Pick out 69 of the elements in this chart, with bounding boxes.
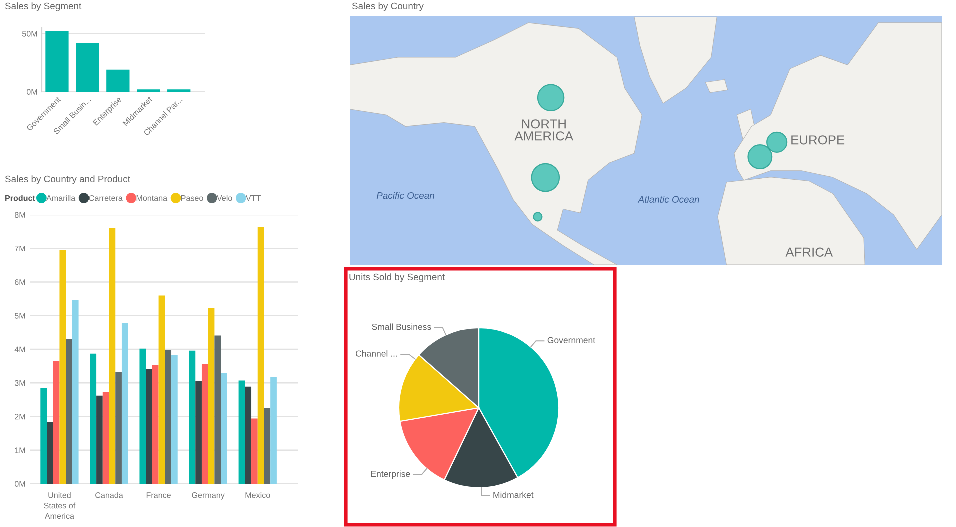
x-tick-label: Mexico xyxy=(246,492,270,498)
bar xyxy=(102,392,110,484)
bar xyxy=(76,43,100,92)
text: NORTH AMERICA xyxy=(514,120,574,141)
bar xyxy=(214,336,222,484)
bar xyxy=(116,372,122,484)
bar xyxy=(258,227,264,484)
bar xyxy=(221,373,228,484)
legend-label: Montana xyxy=(136,196,168,202)
bar xyxy=(66,339,72,484)
bar xyxy=(60,250,66,484)
text: Atlantic Ocean xyxy=(638,196,700,203)
bar xyxy=(270,377,277,484)
text: Sales by Country xyxy=(352,2,424,12)
bar xyxy=(189,350,196,484)
legend-label: Velo xyxy=(217,195,232,202)
bar xyxy=(172,356,178,484)
bar xyxy=(238,380,246,484)
chart-title: Units Sold by Segment xyxy=(350,274,445,282)
slice-label: Channel ... xyxy=(356,350,398,357)
text: AFRICA xyxy=(786,248,834,257)
bar xyxy=(202,364,208,484)
x-tick-label: United States of America xyxy=(44,492,76,520)
chart-title: Sales by Country and Product xyxy=(5,176,130,184)
slice-label: Small Business xyxy=(372,324,432,330)
bar xyxy=(47,422,54,484)
y-tick-label: 6M xyxy=(15,280,26,286)
legend-label: Paseo xyxy=(182,196,204,202)
bar xyxy=(146,369,152,484)
bar xyxy=(96,396,103,484)
legend-label: VTT xyxy=(246,196,261,202)
y-tick-label: 3M xyxy=(14,380,26,386)
bar xyxy=(252,418,258,484)
slice-label: Enterprise xyxy=(371,470,410,479)
bar xyxy=(46,31,69,92)
y-tick-label: 0M xyxy=(26,89,38,95)
bar xyxy=(106,70,130,92)
x-tick-label: France xyxy=(146,492,171,498)
bar xyxy=(264,408,271,484)
y-tick-label: 2M xyxy=(15,414,26,420)
bar xyxy=(90,354,97,484)
y-tick-label: 4M xyxy=(14,346,26,352)
bar xyxy=(72,300,79,484)
y-tick-label: 0M xyxy=(14,481,26,487)
bar xyxy=(53,361,60,484)
legend-label: Amarilla xyxy=(46,195,76,202)
bar xyxy=(245,386,252,484)
bar xyxy=(140,348,146,484)
x-tick-label: Germany xyxy=(192,492,225,500)
y-tick-label: 8M xyxy=(14,212,26,218)
y-tick-label: 7M xyxy=(15,246,26,252)
text: Pacific Ocean xyxy=(376,192,434,200)
bar xyxy=(196,381,202,484)
bar xyxy=(165,350,172,484)
y-tick-label: 1M xyxy=(15,448,26,454)
slice-label: Government xyxy=(548,337,596,344)
y-tick-label: 5M xyxy=(14,313,26,319)
x-tick-label: Canada xyxy=(96,492,124,498)
legend-label: Carretera xyxy=(89,195,123,202)
bar xyxy=(152,365,159,484)
bar xyxy=(109,228,116,484)
bar xyxy=(40,388,48,484)
text: EUROPE xyxy=(792,136,845,145)
y-tick-label: 50M xyxy=(22,31,38,37)
legend-title: Product xyxy=(6,195,36,202)
bar xyxy=(208,308,215,484)
bar xyxy=(158,296,166,484)
chart-title: Sales by Segment xyxy=(5,2,82,12)
bar xyxy=(122,323,128,484)
